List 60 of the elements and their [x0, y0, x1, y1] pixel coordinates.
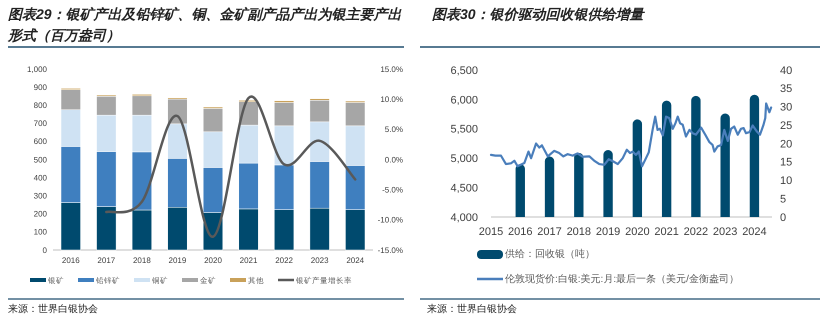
y2-tick-label: 35 [780, 83, 792, 96]
source-note: 来源：世界白银协会 [8, 303, 98, 315]
y-tick-label: 900 [34, 82, 48, 92]
x-tick-label: 2017 [537, 226, 562, 238]
y-tick-label: 5,000 [450, 153, 478, 166]
chart-title: 图表30：银价驱动回收银供给增量 [432, 6, 646, 22]
y-tick-label: 6,500 [450, 64, 478, 77]
y-tick-label: 4,500 [450, 182, 478, 194]
y-tick-label: 800 [34, 101, 48, 110]
x-tick-label: 2019 [168, 256, 187, 265]
x-tick-label: 2018 [132, 256, 152, 265]
line-series [490, 102, 772, 168]
y-tick-label: 0 [42, 246, 48, 255]
x-tick-label: 2020 [204, 256, 222, 265]
y-tick-label: 600 [34, 137, 48, 146]
y2-tick-label: 0.0% [384, 155, 403, 164]
y2-tick-label: 10 [780, 175, 792, 188]
chart-title: 图表29：银矿产出及铅锌矿、铜、金矿副产品产出为银主要产出形式（百万盎司） [7, 6, 403, 43]
x-tick-label: 2021 [240, 256, 258, 265]
x-tick-label: 2015 [478, 226, 504, 238]
y-tick-label: 700 [34, 119, 48, 128]
y-tick-label: 4,000 [450, 212, 478, 224]
source-note: 来源：世界白银协会 [427, 303, 517, 315]
x-tick-label: 2018 [566, 226, 592, 238]
y2-tick-label: -5.0% [382, 185, 403, 194]
x-tick-label: 2021 [654, 226, 679, 238]
x-tick-label: 2016 [508, 226, 533, 238]
y2-tick-label: -10.0% [378, 216, 403, 225]
x-tick-label: 2019 [596, 226, 620, 238]
y-tick-label: 6,000 [450, 94, 478, 106]
y-tick-label: 100 [34, 228, 48, 237]
y2-tick-label: 10.0% [380, 94, 403, 104]
x-tick-label: 2022 [275, 256, 294, 265]
y2-tick-label: 5 [780, 193, 786, 206]
y2-tick-label: 15.0% [380, 64, 403, 74]
y-tick-label: 5,500 [450, 124, 478, 136]
y2-tick-label: 25 [780, 120, 792, 132]
x-tick-label: 2024 [346, 256, 365, 265]
x-tick-label: 2020 [625, 226, 650, 238]
x-tick-label: 2022 [684, 226, 708, 238]
y-tick-label: 1,000 [26, 64, 48, 74]
x-tick-label: 2023 [310, 256, 330, 265]
legend-label: 供给：回收银（吨） [505, 248, 595, 260]
y2-tick-label: 5.0% [384, 125, 403, 134]
x-tick-label: 2023 [712, 226, 738, 238]
y2-tick-label: 0 [780, 212, 786, 224]
legend-label: 伦敦现货价:白银:美元:月:最后一条（美元/金衡盎司） [505, 273, 739, 285]
x-tick-label: 2024 [742, 226, 767, 238]
y2-tick-label: 30 [780, 102, 792, 114]
y2-tick-label: 20 [780, 138, 792, 150]
line-series [105, 96, 356, 238]
x-tick-label: 2016 [62, 256, 80, 265]
y-tick-label: 400 [34, 173, 48, 182]
x-tick-label: 2017 [97, 256, 116, 265]
y2-tick-label: 15 [780, 156, 792, 169]
y-tick-label: 500 [34, 155, 48, 164]
y-tick-label: 300 [34, 192, 48, 200]
y2-tick-label: 40 [780, 64, 792, 77]
y2-tick-label: -15.0% [378, 246, 403, 255]
y-tick-label: 200 [34, 210, 48, 219]
